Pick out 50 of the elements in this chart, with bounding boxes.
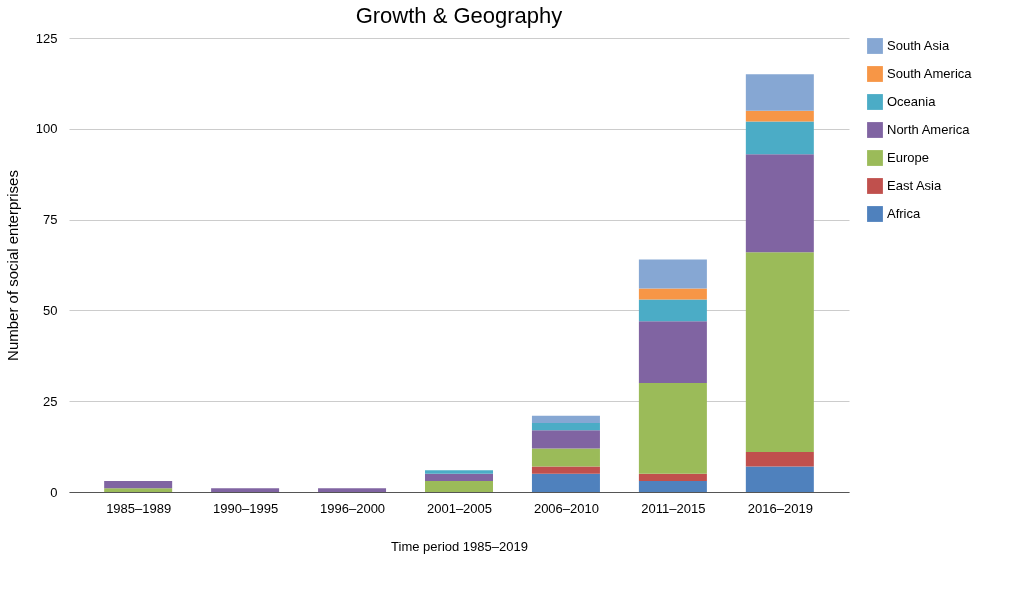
y-tick-label: 75: [43, 212, 58, 228]
y-tick-label: 50: [43, 302, 58, 318]
bar: [745, 74, 814, 111]
bar: [425, 481, 493, 492]
bar: [745, 110, 814, 122]
y-tick-label: 100: [35, 121, 58, 137]
x-tick-label: 1985–1989: [106, 500, 172, 516]
bar: [531, 448, 600, 467]
y-tick-label: 25: [43, 393, 58, 409]
x-tick-label: 2016–2019: [747, 500, 813, 516]
legend-label: North America: [887, 122, 971, 137]
bar: [318, 488, 387, 492]
y-tick-label: 125: [35, 30, 58, 46]
bar: [425, 470, 493, 474]
x-axis-title: Time period 1985–2019: [391, 538, 528, 554]
bar: [638, 259, 707, 289]
bar: [638, 299, 707, 322]
bar: [745, 252, 814, 453]
bar: [531, 473, 600, 492]
bar: [745, 121, 814, 155]
bar: [104, 488, 173, 492]
legend-label: Oceania: [887, 94, 937, 109]
y-tick-label: 0: [50, 484, 58, 500]
x-tick-label: 1996–2000: [320, 500, 386, 516]
x-tick-label: 1990–1995: [213, 500, 279, 516]
bar: [745, 466, 814, 492]
legend-label: South America: [887, 66, 973, 81]
x-tick-label: 2006–2010: [533, 500, 599, 516]
bar: [745, 452, 814, 467]
bar: [425, 473, 493, 482]
legend-label: Africa: [887, 206, 921, 221]
bar: [745, 154, 814, 253]
bar: [531, 415, 600, 423]
legend-label: East Asia: [887, 178, 942, 193]
bar: [531, 430, 600, 449]
bar: [104, 481, 173, 489]
bar: [531, 466, 600, 474]
bar: [638, 481, 707, 492]
bar: [638, 288, 707, 300]
y-axis-title: Number of social enterprises: [3, 170, 21, 361]
x-tick-label: 2011–2015: [641, 500, 706, 516]
x-tick-label: 2001–2005: [426, 500, 493, 516]
legend-label: Europe: [887, 150, 929, 165]
chart-title: Growth & Geography: [355, 3, 563, 28]
bar: [638, 321, 707, 384]
bar: [638, 473, 707, 482]
bar: [638, 383, 707, 474]
bar: [531, 422, 600, 431]
bar: [211, 488, 280, 492]
legend-label: South Asia: [887, 38, 950, 53]
